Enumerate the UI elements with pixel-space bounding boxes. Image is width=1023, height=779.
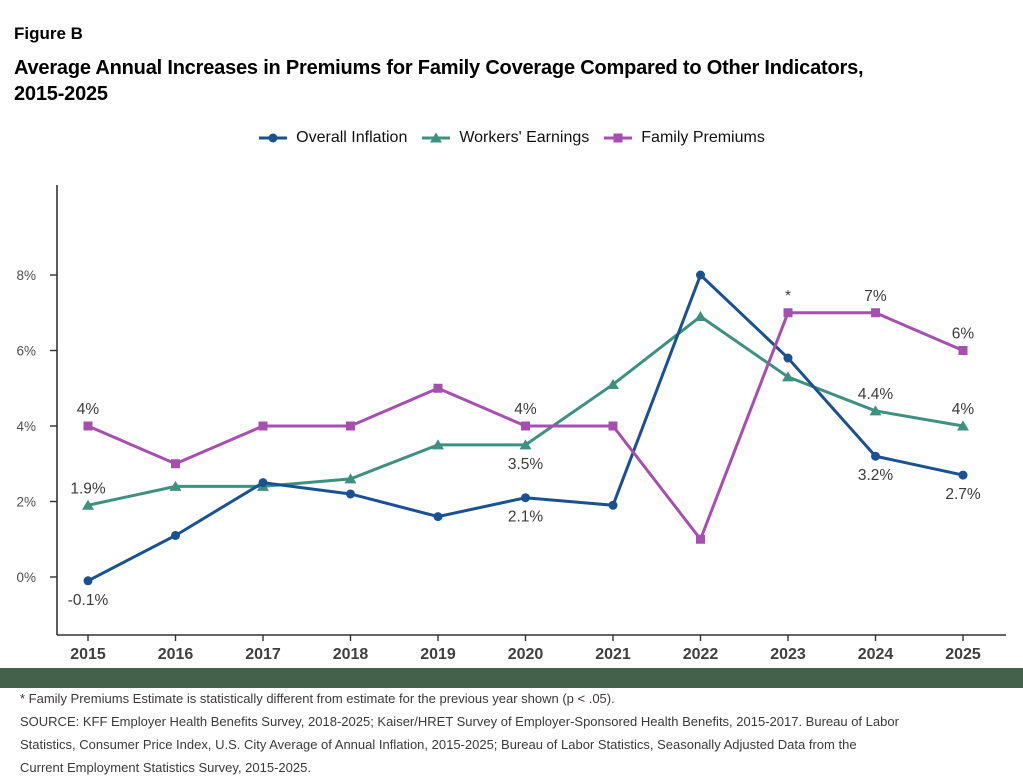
axes: 0% 2% 4% 6% 8% 2015 2016 2017 2018 2019 2020 2021 20… (16, 185, 1006, 663)
y-tick-label: 2% (16, 495, 36, 510)
square-line-icon (604, 133, 633, 143)
data-point-marker (430, 132, 443, 143)
chart-title: Average Annual Increases in Premiums for… (14, 55, 864, 107)
x-tick-label: 2015 (70, 646, 106, 663)
footnote-source-line-3: Current Employment Statistics Survey, 20… (20, 760, 311, 775)
chart: 0% 2% 4% 6% 8% 2015 2016 2017 2018 2019 2020 2021 20… (16, 185, 1006, 663)
data-label: 3.2% (858, 467, 894, 484)
data-point-marker (171, 459, 180, 469)
data-label: 2.1% (508, 509, 544, 526)
data-label: * (785, 288, 791, 305)
data-label: 6% (952, 326, 975, 343)
series-family-premiums (83, 308, 968, 544)
data-point-marker (433, 512, 443, 522)
data-point-marker (83, 421, 93, 431)
data-point-marker (958, 470, 968, 480)
y-tick-label: 6% (16, 344, 36, 359)
figure-label: Figure B (14, 24, 83, 43)
footnotes: * Family Premiums Estimate is statistica… (20, 687, 1010, 779)
legend-item-overall-inflation: Overall Inflation (258, 129, 407, 147)
x-tick-label: 2021 (595, 646, 631, 663)
data-point-marker (258, 478, 268, 488)
data-label: 2.7% (945, 486, 981, 503)
triangle-line-icon (422, 132, 451, 143)
data-point-marker (782, 371, 794, 382)
y-tick-label: 0% (16, 570, 36, 585)
data-point-marker (521, 493, 530, 503)
data-label: 1.9% (70, 480, 106, 497)
data-point-marker (82, 499, 94, 510)
footnote-significance: * Family Premiums Estimate is statistica… (20, 691, 615, 706)
legend-label: Overall Inflation (296, 129, 408, 146)
x-tick-label: 2025 (945, 646, 981, 663)
data-point-marker (607, 378, 619, 389)
data-point-marker (783, 353, 793, 363)
data-point-marker (696, 534, 705, 544)
data-point-marker (433, 383, 443, 393)
legend: Overall Inflation Workers' Earnings Family… (0, 129, 1023, 147)
title-block: Figure B Average Annual Increases in Pre… (14, 24, 864, 107)
footnote-source-line-2: Statistics, Consumer Price Index, U.S. C… (20, 737, 857, 752)
data-label: 4.4% (858, 386, 894, 403)
x-tick-label: 2024 (858, 646, 894, 663)
data-label: 7% (864, 288, 887, 305)
circle-line-icon (259, 133, 288, 143)
x-tick-label: 2023 (770, 646, 806, 663)
data-point-marker (83, 576, 93, 586)
data-point-marker (432, 439, 444, 450)
chart-title-line-1: Average Annual Increases in Premiums for… (14, 57, 864, 79)
data-label: 3.5% (508, 456, 544, 473)
data-point-marker (957, 420, 969, 431)
data-point-marker (258, 421, 268, 431)
x-tick-label: 2019 (420, 646, 456, 663)
data-point-marker (958, 346, 968, 355)
x-tick-label: 2018 (333, 646, 369, 663)
divider-bar (0, 668, 1023, 688)
data-point-marker (608, 421, 618, 431)
data-point-marker (344, 473, 357, 484)
data-point-marker (869, 405, 882, 416)
data-point-marker (169, 480, 182, 491)
data-label: 4% (77, 401, 100, 418)
data-label: 4% (514, 401, 537, 418)
data-point-marker (694, 311, 707, 322)
data-point-marker (346, 421, 355, 431)
x-tick-label: 2017 (245, 646, 281, 663)
series-overall-inflation (83, 270, 968, 586)
x-tick-label: 2022 (683, 646, 719, 663)
data-point-marker (268, 133, 278, 143)
data-point-marker (613, 133, 623, 143)
legend-label: Family Premiums (641, 129, 765, 146)
data-point-marker (871, 308, 880, 318)
chart-title-line-2: 2015-2025 (14, 83, 108, 105)
data-labels: -0.1% 2.1% 3.2% 2.7% 1.9% 3.5% 4.4% 4% 4% 4% * 7% 6% (68, 288, 981, 609)
x-tick-label: 2016 (158, 646, 194, 663)
data-point-marker (608, 500, 618, 510)
x-tick-label: 2020 (508, 646, 544, 663)
data-point-marker (696, 270, 705, 280)
legend-item-family-premiums: Family Premiums (603, 129, 765, 147)
y-tick-label: 8% (16, 268, 36, 283)
data-point-marker (519, 439, 532, 450)
data-point-marker (871, 451, 880, 461)
data-point-marker (783, 308, 793, 318)
data-point-marker (521, 421, 530, 431)
data-point-marker (171, 530, 180, 540)
y-tick-label: 4% (16, 419, 36, 434)
series-workers-earnings (82, 311, 969, 510)
legend-item-workers-earnings: Workers' Earnings (421, 129, 589, 147)
data-label: 4% (952, 401, 975, 418)
footnote-source-line-1: SOURCE: KFF Employer Health Benefits Sur… (20, 714, 899, 729)
data-point-marker (346, 489, 355, 499)
data-label: -0.1% (68, 592, 109, 609)
legend-label: Workers' Earnings (459, 129, 590, 146)
